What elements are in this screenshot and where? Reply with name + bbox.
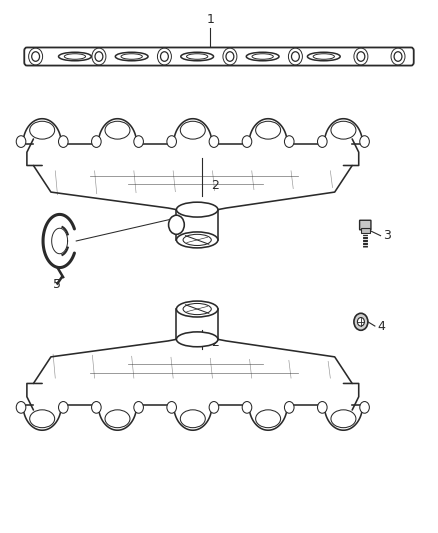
Circle shape <box>134 136 143 148</box>
FancyBboxPatch shape <box>360 220 371 230</box>
Ellipse shape <box>115 52 148 61</box>
Ellipse shape <box>105 122 130 139</box>
Circle shape <box>160 52 168 61</box>
Ellipse shape <box>256 410 281 427</box>
Circle shape <box>169 215 184 235</box>
Circle shape <box>92 136 101 148</box>
FancyBboxPatch shape <box>24 47 414 66</box>
Circle shape <box>357 318 364 326</box>
Text: 2: 2 <box>211 336 219 349</box>
Text: 2: 2 <box>211 179 219 191</box>
Text: 3: 3 <box>383 229 391 242</box>
Circle shape <box>167 136 177 148</box>
Ellipse shape <box>313 54 335 59</box>
Ellipse shape <box>177 332 218 347</box>
Circle shape <box>360 136 369 148</box>
Circle shape <box>209 136 219 148</box>
Circle shape <box>394 52 402 61</box>
Ellipse shape <box>105 410 130 427</box>
Circle shape <box>167 401 177 413</box>
Circle shape <box>92 401 101 413</box>
Circle shape <box>134 401 143 413</box>
Circle shape <box>318 136 327 148</box>
Ellipse shape <box>183 235 211 246</box>
Ellipse shape <box>180 122 205 139</box>
Ellipse shape <box>177 301 218 317</box>
Circle shape <box>284 401 294 413</box>
Ellipse shape <box>331 122 356 139</box>
Circle shape <box>357 52 365 61</box>
Ellipse shape <box>252 54 273 59</box>
Circle shape <box>354 313 368 330</box>
Circle shape <box>59 401 68 413</box>
Ellipse shape <box>246 52 279 61</box>
Circle shape <box>32 52 39 61</box>
Circle shape <box>360 401 369 413</box>
Circle shape <box>284 136 294 148</box>
Ellipse shape <box>30 410 55 427</box>
FancyBboxPatch shape <box>361 228 370 233</box>
Circle shape <box>59 136 68 148</box>
Circle shape <box>242 401 252 413</box>
Ellipse shape <box>256 122 281 139</box>
Ellipse shape <box>331 410 356 427</box>
Ellipse shape <box>187 54 208 59</box>
Circle shape <box>318 401 327 413</box>
Ellipse shape <box>59 52 91 61</box>
Circle shape <box>226 52 234 61</box>
Ellipse shape <box>180 410 205 427</box>
Circle shape <box>242 136 252 148</box>
Ellipse shape <box>177 232 218 248</box>
Circle shape <box>16 136 26 148</box>
Circle shape <box>16 401 26 413</box>
Text: 4: 4 <box>377 320 385 333</box>
Text: 5: 5 <box>53 278 61 291</box>
Circle shape <box>209 401 219 413</box>
Ellipse shape <box>183 303 211 314</box>
Ellipse shape <box>64 54 85 59</box>
Circle shape <box>291 52 299 61</box>
Circle shape <box>95 52 103 61</box>
Ellipse shape <box>181 52 214 61</box>
Ellipse shape <box>177 202 218 217</box>
Ellipse shape <box>30 122 55 139</box>
Ellipse shape <box>121 54 142 59</box>
Text: 1: 1 <box>206 13 214 26</box>
Ellipse shape <box>307 52 340 61</box>
